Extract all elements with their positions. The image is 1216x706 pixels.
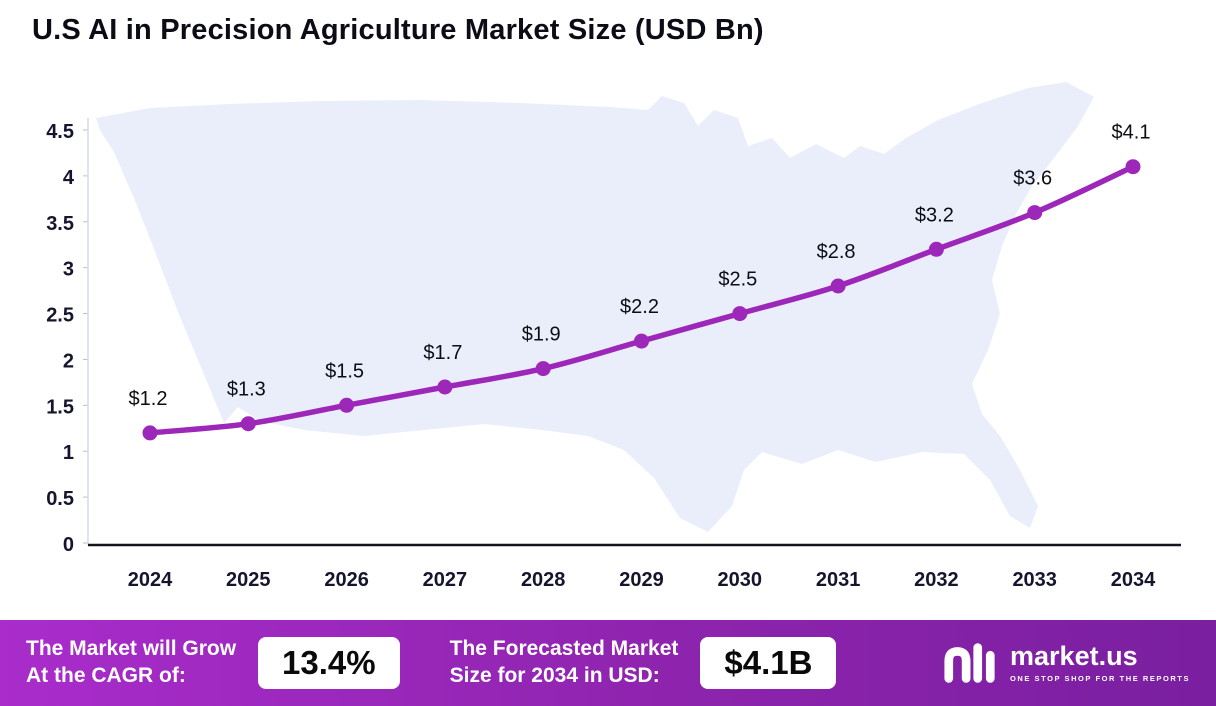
data-label-2034: $4.1: [1112, 122, 1151, 144]
y-tick-label: 2: [63, 350, 74, 372]
y-tick-label: 2.5: [46, 305, 74, 327]
x-tick-label: 2027: [423, 569, 468, 591]
forecast-label-line1: The Forecasted Market: [449, 637, 679, 661]
data-point-2026: [339, 397, 355, 413]
cagr-label: The Market will Grow At the CAGR of:: [26, 636, 236, 690]
data-label-2031: $2.8: [817, 241, 856, 263]
y-tick-label: 1.5: [46, 396, 74, 418]
y-tick-label: 3.5: [46, 213, 74, 235]
x-tick-label: 2028: [521, 569, 566, 591]
data-label-2033: $3.6: [1013, 168, 1052, 190]
forecast-label-line2: Size for 2034 in USD:: [449, 664, 660, 687]
data-point-2034: [1125, 159, 1141, 175]
x-tick-label: 2029: [619, 569, 664, 591]
cagr-label-line1: The Market will Grow: [26, 637, 237, 661]
y-tick-label: 1: [63, 442, 74, 464]
data-point-2031: [830, 278, 846, 294]
data-point-2027: [437, 379, 453, 395]
brand-name: market.us: [1010, 641, 1138, 671]
forecast-value: $4.1B: [724, 644, 813, 681]
data-label-2028: $1.9: [522, 324, 561, 346]
brand-text: market.us ONE STOP SHOP FOR THE REPORTS: [1010, 641, 1190, 684]
data-point-2024: [142, 425, 158, 441]
data-label-2030: $2.5: [718, 269, 757, 291]
chart-title: U.S AI in Precision Agriculture Market S…: [32, 14, 764, 46]
forecast-label: The Forecasted Market Size for 2034 in U…: [450, 636, 679, 690]
data-label-2025: $1.3: [227, 379, 266, 401]
data-label-2029: $2.2: [620, 296, 659, 318]
y-tick-label: 4: [63, 167, 75, 189]
x-tick-label: 2032: [914, 569, 959, 591]
data-point-2025: [240, 416, 256, 432]
brand-logo: market.us ONE STOP SHOP FOR THE REPORTS: [942, 640, 1190, 686]
footer-banner: The Market will Grow At the CAGR of: 13.…: [0, 620, 1216, 706]
chart-section: U.S AI in Precision Agriculture Market S…: [32, 14, 1181, 591]
y-tick-label: 4.5: [46, 121, 74, 143]
x-tick-label: 2031: [816, 569, 861, 591]
cagr-value: 13.4%: [282, 644, 376, 681]
data-point-2029: [634, 333, 649, 349]
line-chart: 0 0.5 1 1.5 2 2.5 3 3.5 4 4.5 2024 2025 2026 2027 2028…: [46, 82, 1181, 591]
x-tick-label: 2030: [718, 569, 763, 591]
y-tick-label: 3: [63, 259, 74, 281]
x-tick-label: 2034: [1111, 569, 1156, 591]
x-tick-label: 2026: [324, 569, 369, 591]
data-point-2028: [535, 361, 551, 377]
x-tick-label: 2024: [128, 569, 173, 591]
data-label-2026: $1.5: [325, 360, 364, 382]
forecast-value-pill: $4.1B: [700, 637, 837, 689]
y-tick-label: 0: [63, 534, 74, 556]
brand-tagline: ONE STOP SHOP FOR THE REPORTS: [1010, 674, 1190, 683]
data-point-2030: [732, 306, 748, 322]
data-label-2032: $3.2: [915, 204, 954, 226]
data-point-2032: [928, 241, 944, 257]
data-label-2024: $1.2: [129, 388, 168, 410]
data-label-2027: $1.7: [423, 342, 462, 364]
cagr-value-pill: 13.4%: [258, 637, 400, 689]
usa-map-silhouette: [96, 82, 1094, 532]
data-point-2033: [1027, 205, 1043, 221]
x-tick-label: 2025: [226, 569, 271, 591]
y-tick-label: 0.5: [46, 488, 74, 510]
cagr-label-line2: At the CAGR of:: [26, 664, 186, 687]
market-us-logo-icon: [944, 643, 995, 683]
x-tick-label: 2033: [1012, 569, 1057, 591]
